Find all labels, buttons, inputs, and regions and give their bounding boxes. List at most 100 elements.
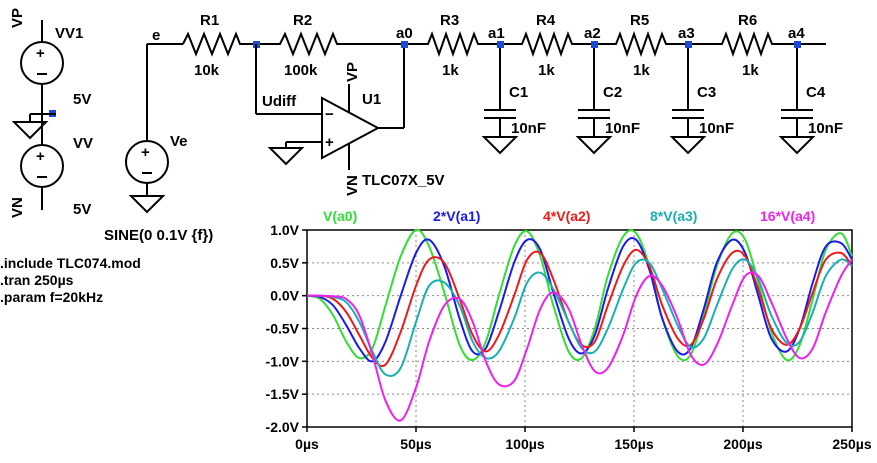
r3-value: 1k (442, 62, 459, 79)
directive-tran: .tran 250µs (0, 272, 74, 288)
r6-value: 1k (742, 62, 759, 79)
x-tick-label: 50µs (400, 436, 432, 452)
node-a1 (497, 41, 504, 48)
c3-value: 10nF (699, 120, 734, 137)
ground-symbol-c1 (481, 136, 519, 155)
spice-directives: .include TLC074.mod .tran 250µs .param f… (0, 255, 141, 305)
c2-name: C2 (603, 84, 622, 101)
y-tick-label: 1.0V (270, 222, 299, 238)
supply-vv[interactable]: + (20, 144, 64, 210)
legend-entry-4[interactable]: 16*V(a4) (760, 208, 815, 224)
x-tick-labels: 0µs 50µs 100µs 150µs 200µs 250µs (295, 427, 872, 452)
legend-entry-2[interactable]: 4*V(a2) (543, 208, 590, 224)
opamp-u1[interactable]: − + (321, 84, 381, 170)
plot-series (306, 228, 853, 422)
directive-param: .param f=20kHz (0, 289, 103, 305)
x-tick-label: 0µs (295, 436, 319, 452)
net-a0-label: a0 (396, 25, 413, 42)
series-line-4 (306, 259, 853, 422)
legend-entry-0[interactable]: V(a0) (323, 208, 357, 224)
ground-symbol-c4 (778, 136, 816, 155)
ve-name: Ve (170, 133, 188, 150)
svg-text:−: − (325, 106, 334, 123)
r4-value: 1k (538, 62, 555, 79)
y-tick-label: -1.0V (266, 353, 300, 369)
opamp-vp-label: VP (344, 62, 361, 82)
vn-source-label: VN (9, 197, 26, 218)
net-udiff-label: Udiff (262, 93, 297, 110)
ve-value: SINE(0 0.1V {f}) (104, 227, 213, 244)
x-tick-label: 200µs (723, 436, 762, 452)
c3-name: C3 (697, 84, 716, 101)
vv1-value: 5V (73, 91, 91, 108)
net-a1-label: a1 (488, 25, 505, 42)
opamp-name: U1 (362, 91, 381, 108)
vp-source-label: VP (9, 8, 26, 28)
r5-name: R5 (630, 12, 649, 29)
vv1-name: VV1 (55, 25, 83, 42)
capacitor-c4[interactable] (778, 48, 816, 155)
node-a3 (685, 41, 692, 48)
resistor-r6[interactable] (692, 30, 797, 58)
capacitor-c2[interactable] (575, 48, 613, 155)
y-tick-label: 0.5V (270, 255, 299, 271)
series-line-0 (306, 228, 853, 362)
capacitor-c3[interactable] (669, 48, 707, 155)
capacitor-c1[interactable] (481, 48, 519, 155)
c1-value: 10nF (511, 120, 546, 137)
y-tick-labels: 1.0V 0.5V 0.0V -0.5V -1.0V -1.5V -2.0V (266, 222, 307, 435)
node-a0 (401, 41, 408, 48)
opamp-vn-label: VN (344, 175, 361, 196)
y-tick-label: -1.5V (266, 386, 300, 402)
x-tick-label: 250µs (832, 436, 871, 452)
legend-entry-3[interactable]: 8*V(a3) (650, 208, 697, 224)
resistor-r5[interactable] (598, 30, 688, 58)
opamp-model: TLC07X_5V (362, 172, 445, 189)
node-a2 (591, 41, 598, 48)
c2-value: 10nF (605, 120, 640, 137)
resistor-r3[interactable] (408, 30, 500, 58)
vv-name: VV (73, 135, 93, 152)
r4-name: R4 (536, 12, 556, 29)
resistor-r2[interactable] (260, 31, 404, 57)
ground-symbol-ve (128, 195, 166, 214)
r1-value: 10k (194, 62, 220, 79)
waveform-plot[interactable]: 1.0V 0.5V 0.0V -0.5V -1.0V -1.5V -2.0V 0µs 50µs… (266, 208, 872, 452)
y-tick-label: 0.0V (270, 288, 299, 304)
ground-symbol-c3 (669, 136, 707, 155)
c1-name: C1 (509, 84, 528, 101)
resistor-r4[interactable] (504, 30, 594, 58)
series-line-2 (306, 248, 853, 368)
net-a3-label: a3 (678, 25, 695, 42)
vv-value: 5V (73, 201, 91, 218)
input-source-ve[interactable]: + (125, 140, 169, 214)
series-line-1 (306, 237, 853, 363)
c4-value: 10nF (808, 120, 843, 137)
ground-symbol-c2 (575, 136, 613, 155)
series-line-3 (306, 258, 853, 377)
y-tick-label: -2.0V (266, 419, 300, 435)
r5-value: 1k (633, 62, 650, 79)
x-tick-label: 150µs (614, 436, 653, 452)
svg-text:+: + (36, 148, 45, 165)
ground-symbol-supply (11, 113, 49, 140)
r1-name: R1 (200, 12, 219, 29)
directive-include: .include TLC074.mod (0, 255, 141, 271)
r2-value: 100k (284, 62, 318, 79)
net-a2-label: a2 (584, 25, 601, 42)
svg-text:+: + (325, 134, 334, 151)
resistor-r1[interactable] (182, 31, 256, 57)
svg-text:+: + (36, 45, 45, 62)
svg-text:+: + (141, 144, 150, 161)
y-tick-label: -0.5V (266, 321, 300, 337)
node-a4 (794, 41, 801, 48)
plot-legend: V(a0) 2*V(a1) 4*V(a2) 8*V(a3) 16*V(a4) (323, 208, 815, 224)
c4-name: C4 (806, 84, 826, 101)
r6-name: R6 (738, 12, 757, 29)
legend-entry-1[interactable]: 2*V(a1) (433, 208, 480, 224)
r3-name: R3 (440, 12, 459, 29)
net-e-label: e (152, 27, 160, 44)
r2-name: R2 (293, 12, 312, 29)
ground-symbol-opamp (267, 147, 305, 166)
